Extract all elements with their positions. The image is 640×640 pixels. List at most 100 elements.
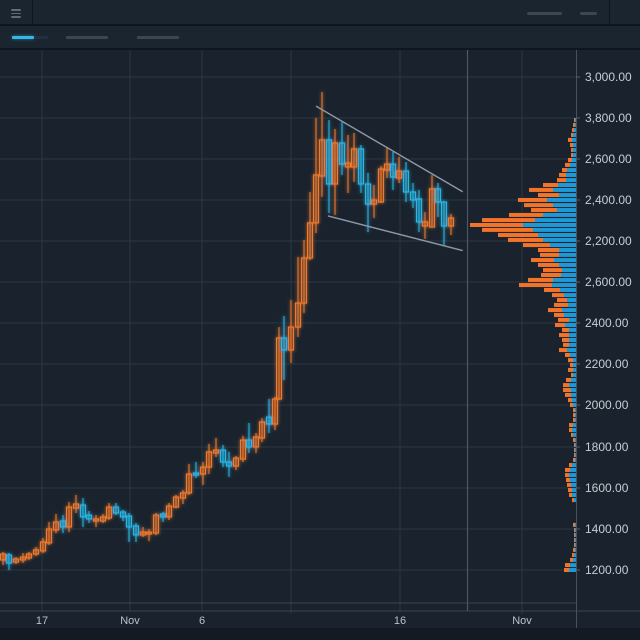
volume-buy-bar [572,128,574,133]
volume-sell-bar [570,467,576,472]
hamburger-icon-line [11,16,21,18]
volume-sell-bar [573,363,576,367]
volume-sell-bar [575,542,576,547]
candle-body [45,528,53,544]
price-label: 2,600.00 [585,275,632,289]
volume-profile-row [543,183,576,188]
volume-sell-bar [573,373,576,378]
volume-sell-bar [568,302,576,307]
candle-down [119,509,127,522]
candle-up [239,435,247,462]
volume-buy-bar [573,457,575,462]
volume-buy-bar [482,227,533,232]
bottom-status-strip [0,628,640,640]
volume-buy-bar [570,363,573,367]
volume-sell-bar [573,432,576,437]
candle-body [434,188,442,203]
volume-buy-bar [571,147,573,152]
candle-down [415,189,423,232]
candle-body [212,449,220,454]
volume-buy-bar [565,352,570,357]
volume-sell-bar [558,183,576,188]
volume-sell-bar [572,137,576,142]
candle-body [105,506,113,519]
volume-buy-bar [540,252,559,257]
volume-sell-bar [574,128,576,133]
volume-profile-row [565,467,576,472]
volume-sell-bar [559,252,576,257]
candle-up [306,191,314,261]
volume-sell-bar [573,423,576,428]
volume-sell-bar [573,557,576,562]
price-label: 2,200.00 [585,234,632,248]
volume-buy-bar [570,143,573,148]
volume-sell-bar [564,312,576,317]
candle-down [192,461,200,478]
candle-down [219,444,227,468]
price-label: 2,600.00 [585,152,632,166]
volume-buy-bar [572,553,574,558]
candle-body [300,257,308,304]
volume-profile-row [524,203,576,208]
candle-down [409,182,417,208]
candle-up [212,437,220,458]
candle-down [265,399,273,434]
volume-profile-row [574,532,576,537]
volume-profile-row [565,162,576,167]
volume-profile-row [571,432,576,437]
tab-1[interactable] [8,26,52,48]
volume-sell-bar [561,273,576,278]
candle-body [52,521,60,531]
tab-3[interactable] [133,26,183,48]
time-label: 6 [199,615,205,627]
candle-down [357,145,365,194]
candle-body [421,221,429,227]
candle-up [258,418,266,443]
candle-body [415,198,423,223]
volume-sell-bar [575,457,576,462]
time-axis[interactable]: 17 Nov 6 16 Nov [36,615,532,627]
volume-sell-bar [575,122,576,127]
time-label: 17 [36,615,48,627]
volume-buy-bar [552,293,564,298]
volume-profile-row [508,237,576,242]
candle-down [402,162,410,203]
volume-buy-bar [524,203,553,208]
volume-profile-row [541,273,576,278]
volume-profile-row [573,522,576,527]
volume-buy-bar [568,488,572,493]
candle-body [265,416,273,425]
tab-1-active-indicator [12,36,34,39]
tab-1-track [34,36,48,39]
volume-profile-row [571,373,576,378]
volume-profile-row [566,478,576,483]
volume-sell-bar [572,492,576,497]
tab-2[interactable] [62,26,112,48]
menu-button[interactable] [0,0,32,24]
volume-buy-bar [574,452,575,457]
candle-body [19,556,27,561]
volume-profile-row [570,143,576,148]
price-label: 3,000.00 [585,70,632,84]
candle-body [377,168,385,203]
toolbar-item-1[interactable] [527,12,562,15]
trendline-lower [327,215,463,252]
candle-up [39,538,47,553]
volume-sell-bar [572,427,576,432]
volume-buy-bar [571,153,573,158]
candle-up [152,513,160,535]
volume-sell-bar [553,203,576,208]
volume-sell-bar [572,158,576,162]
volume-buy-bar [574,442,575,447]
candle-body [338,142,346,165]
volume-buy-bar [573,408,575,413]
price-axis[interactable]: 3,000.00 3,800.00 2,600.00 2,400.00 2,20… [576,70,632,577]
volume-buy-bar [562,327,569,332]
volume-profile-row [555,323,576,328]
candle-up [344,134,352,194]
toolbar-item-2[interactable] [580,12,597,15]
volume-sell-bar [575,522,576,527]
volume-sell-bar [570,563,576,568]
volume-profile-row [523,243,576,248]
